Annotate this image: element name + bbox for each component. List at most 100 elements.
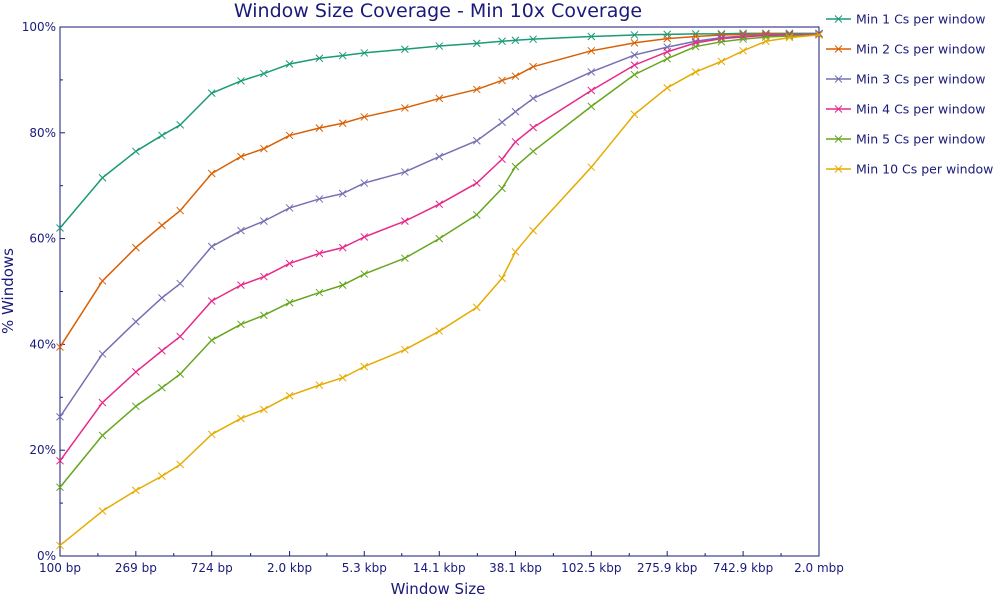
series-3 bbox=[56, 30, 823, 421]
data-point bbox=[529, 94, 538, 103]
data-point bbox=[98, 277, 107, 285]
data-point bbox=[401, 168, 409, 176]
data-point bbox=[315, 54, 324, 63]
data-point bbox=[360, 49, 369, 57]
data-point bbox=[176, 206, 185, 215]
data-point bbox=[630, 39, 639, 47]
data-point bbox=[131, 402, 140, 411]
data-point bbox=[338, 281, 347, 290]
y-tick-label: 60% bbox=[29, 232, 56, 246]
chart-title: Window Size Coverage - Min 10x Coverage bbox=[234, 0, 642, 22]
data-point bbox=[435, 327, 444, 336]
x-tick-label: 2.0 mbp bbox=[794, 561, 844, 575]
data-point bbox=[98, 350, 107, 358]
data-point bbox=[739, 35, 747, 44]
data-point bbox=[315, 249, 324, 258]
x-tick-label: 275.9 kbp bbox=[637, 561, 697, 575]
data-point bbox=[131, 147, 140, 156]
data-point bbox=[207, 430, 216, 439]
legend-marker bbox=[834, 135, 843, 143]
data-point bbox=[237, 152, 245, 161]
data-point bbox=[338, 51, 347, 60]
x-axis-label: Window Size bbox=[391, 580, 486, 598]
data-point bbox=[56, 541, 64, 550]
data-point bbox=[762, 37, 770, 46]
data-point bbox=[237, 414, 245, 423]
data-point bbox=[285, 298, 294, 307]
x-tick-label: 102.5 kbp bbox=[561, 561, 621, 575]
data-point bbox=[529, 62, 538, 71]
legend-item: Min 5 Cs per window bbox=[826, 132, 985, 147]
series-6 bbox=[56, 31, 823, 550]
data-point bbox=[815, 31, 823, 39]
data-point bbox=[435, 94, 444, 103]
series-line bbox=[59, 33, 820, 418]
data-point bbox=[498, 118, 506, 127]
x-tick-label: 2.0 kbp bbox=[267, 561, 312, 575]
data-point bbox=[691, 68, 700, 76]
data-point bbox=[98, 507, 107, 515]
legend-label: Min 5 Cs per window bbox=[856, 132, 985, 147]
data-point bbox=[360, 362, 369, 371]
data-point bbox=[498, 155, 506, 164]
data-point bbox=[587, 163, 596, 172]
data-point bbox=[260, 405, 268, 414]
data-point bbox=[207, 89, 216, 97]
legend-marker bbox=[834, 105, 843, 113]
data-point bbox=[663, 54, 672, 63]
data-point bbox=[630, 110, 639, 119]
data-point bbox=[587, 32, 596, 41]
data-point bbox=[401, 45, 409, 54]
data-point bbox=[285, 204, 294, 212]
data-point bbox=[360, 270, 369, 278]
data-point bbox=[472, 39, 481, 48]
data-point bbox=[207, 297, 216, 305]
data-point bbox=[630, 61, 639, 69]
series-line bbox=[59, 33, 819, 348]
plot-frame bbox=[59, 26, 820, 557]
data-point bbox=[158, 131, 166, 140]
data-point bbox=[472, 136, 481, 145]
data-point bbox=[587, 102, 596, 111]
data-point bbox=[511, 137, 520, 146]
data-point bbox=[338, 119, 347, 128]
data-point bbox=[498, 76, 506, 85]
data-point bbox=[691, 42, 700, 51]
data-point bbox=[691, 39, 700, 47]
data-point bbox=[472, 85, 481, 94]
data-point bbox=[435, 234, 444, 243]
data-point bbox=[207, 336, 216, 345]
data-point bbox=[587, 68, 596, 76]
legend-label: Min 10 Cs per window bbox=[856, 162, 993, 177]
data-point bbox=[260, 217, 268, 225]
series-1 bbox=[56, 29, 823, 232]
data-point bbox=[498, 37, 506, 46]
data-point bbox=[98, 431, 107, 440]
data-point bbox=[401, 217, 409, 225]
x-tick-label: 269 bp bbox=[115, 561, 157, 575]
x-tick-label: 14.1 kbp bbox=[413, 561, 466, 575]
data-point bbox=[315, 288, 324, 297]
data-point bbox=[260, 69, 268, 78]
data-point bbox=[360, 179, 369, 187]
data-point bbox=[663, 34, 672, 43]
data-point bbox=[56, 483, 64, 492]
data-point bbox=[176, 279, 185, 288]
data-point bbox=[315, 124, 324, 132]
data-point bbox=[285, 60, 294, 68]
series-2 bbox=[56, 30, 823, 351]
data-point bbox=[630, 51, 639, 59]
legend-item: Min 2 Cs per window bbox=[826, 42, 985, 57]
y-tick-label: 80% bbox=[29, 126, 56, 140]
y-tick-label: 100% bbox=[22, 20, 56, 34]
y-tick-label: 40% bbox=[29, 337, 56, 351]
data-point bbox=[158, 346, 166, 355]
y-axis-label: % Windows bbox=[0, 248, 17, 334]
data-point bbox=[158, 472, 166, 480]
data-point bbox=[207, 242, 216, 251]
data-point bbox=[176, 332, 185, 341]
data-point bbox=[739, 46, 747, 55]
legend-item: Min 10 Cs per window bbox=[826, 162, 993, 177]
plot-area bbox=[56, 29, 823, 550]
